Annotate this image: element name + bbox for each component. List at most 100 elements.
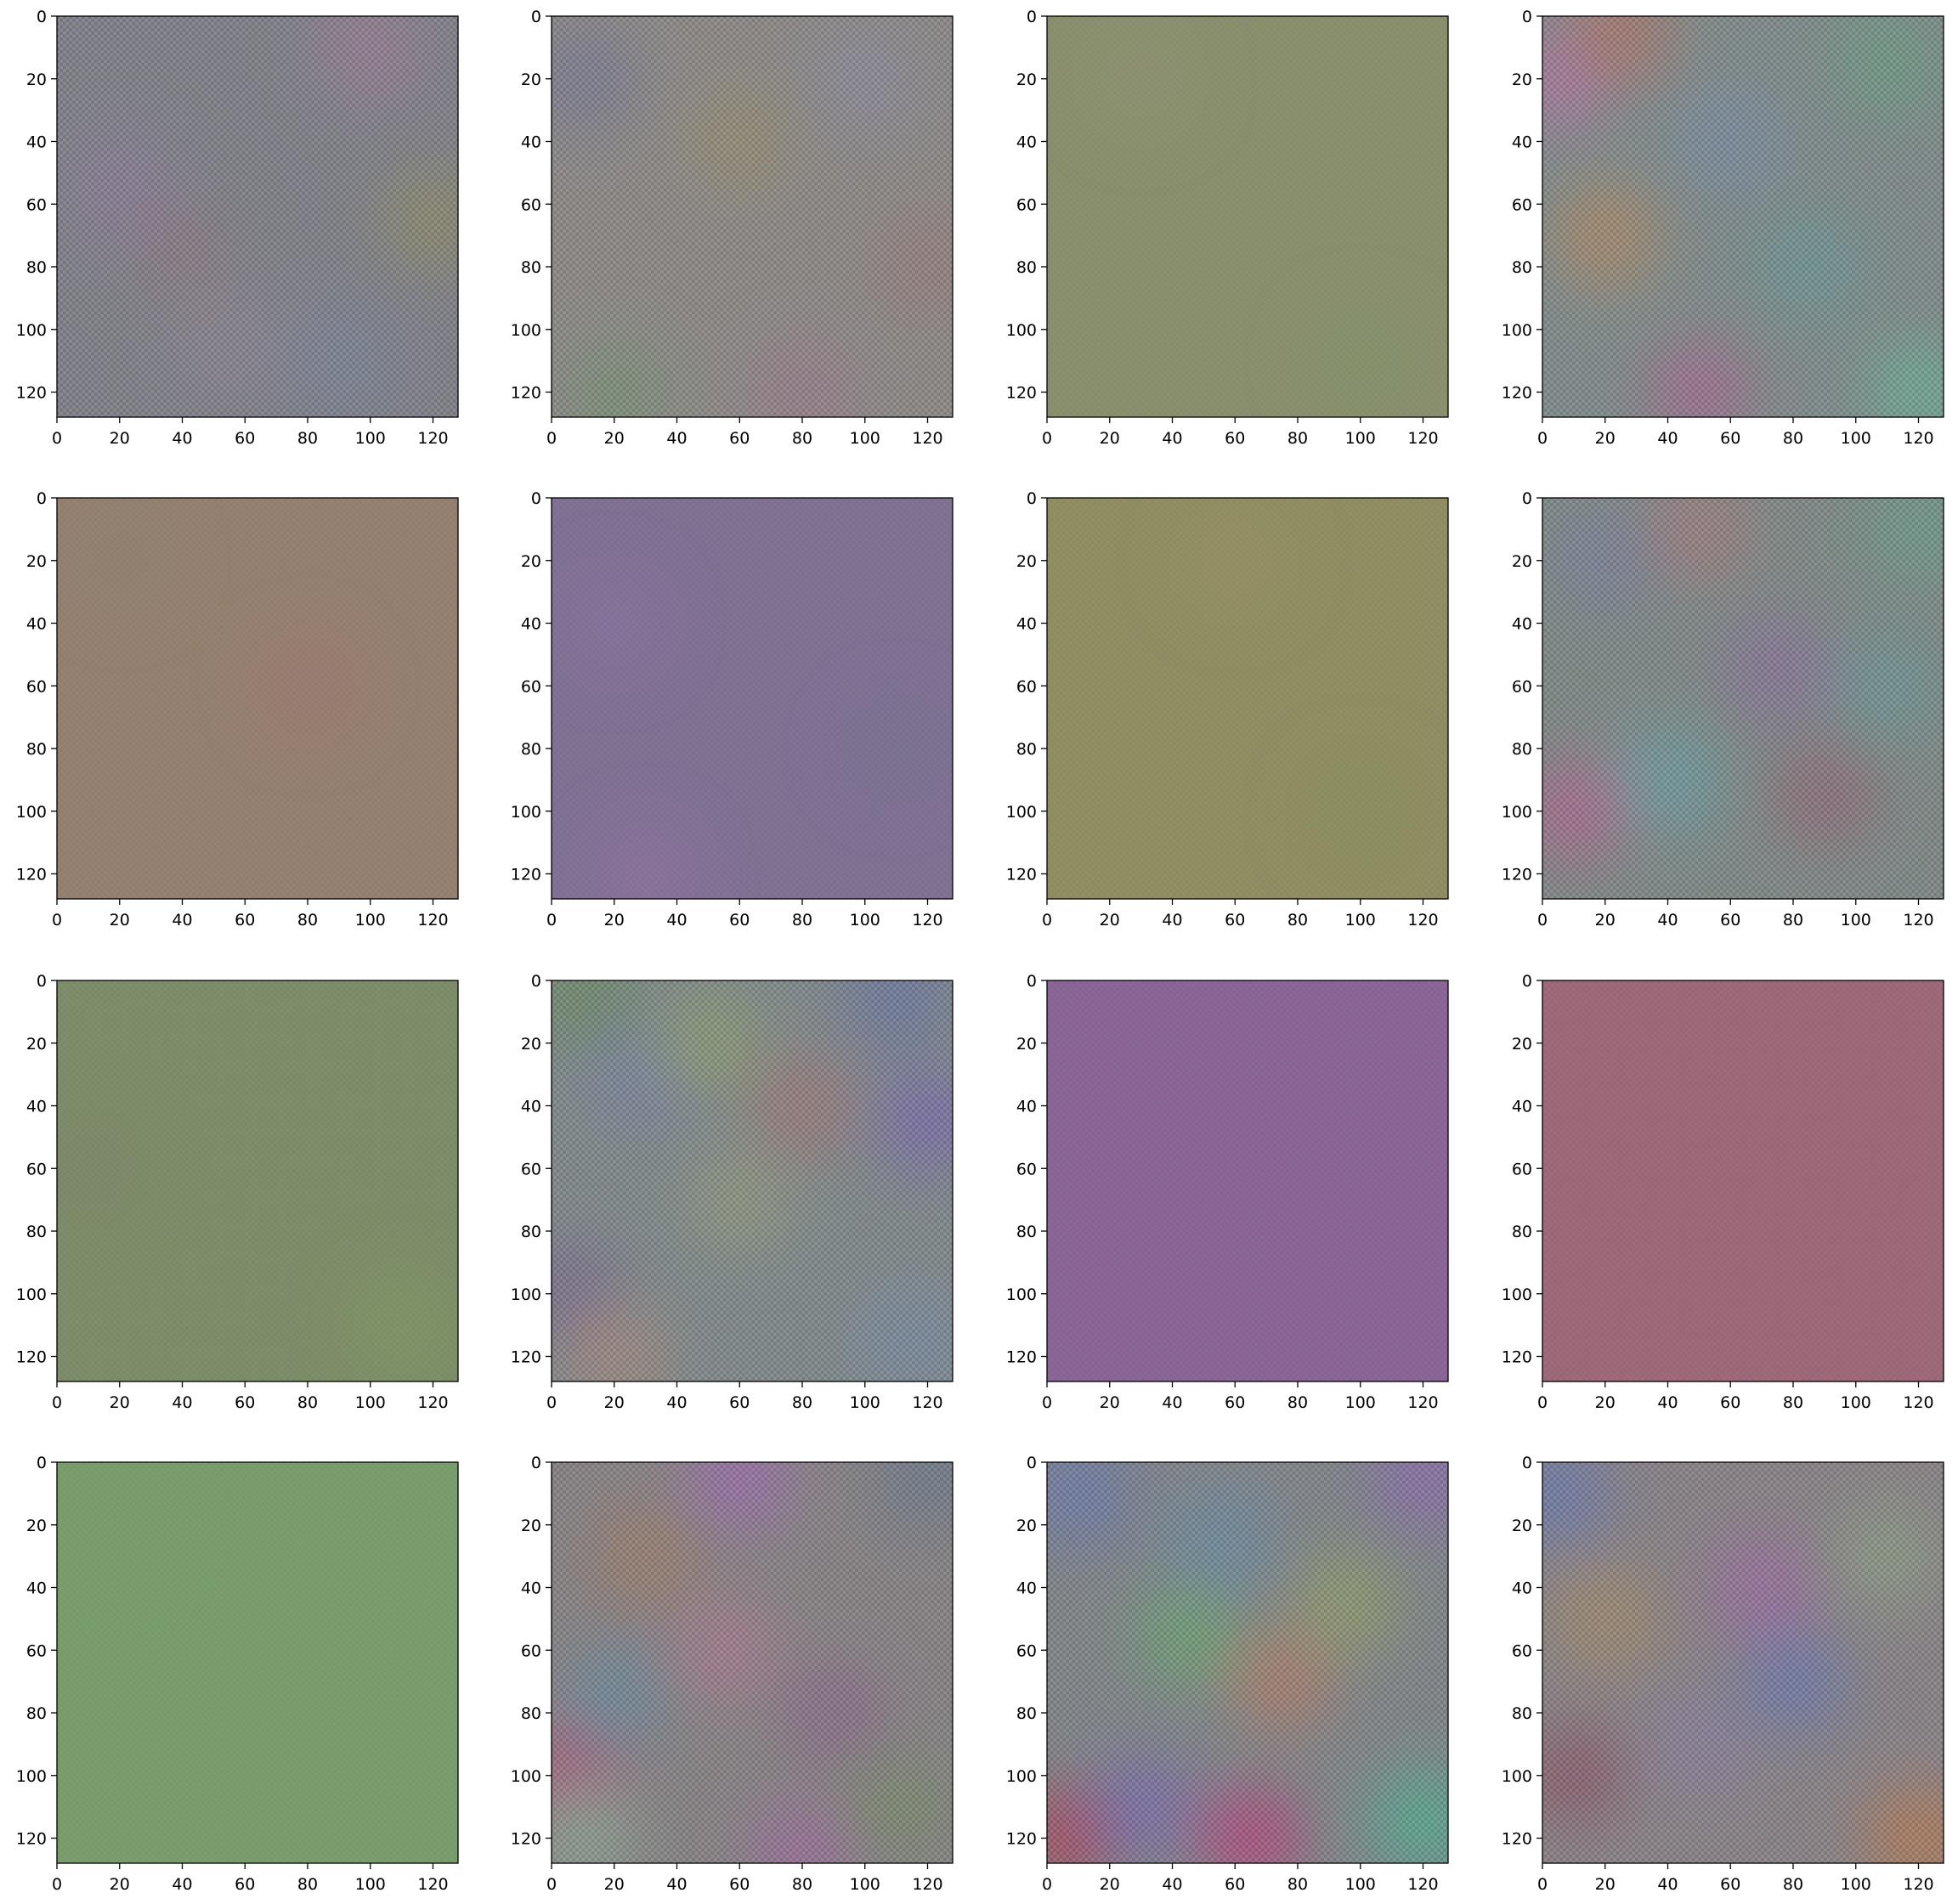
y-tick-label: 60 — [1016, 1160, 1037, 1178]
x-tick-label: 100 — [355, 1875, 386, 1894]
x-tick-label: 100 — [1345, 429, 1376, 448]
y-tick-label: 100 — [16, 1767, 47, 1786]
y-tick-label: 40 — [26, 1579, 47, 1598]
y-tick-label: 20 — [26, 552, 47, 571]
x-tick-label: 60 — [1225, 911, 1245, 929]
y-tick-label: 100 — [1006, 321, 1037, 340]
axes-frame — [551, 15, 954, 418]
x-tick-label: 40 — [666, 911, 687, 929]
x-tick-label: 20 — [110, 911, 130, 929]
x-tick-label: 60 — [1720, 911, 1740, 929]
heatmap-image — [1542, 16, 1944, 417]
y-tick-label: 80 — [1512, 740, 1532, 759]
x-tick-label: 100 — [355, 911, 386, 929]
x-tick-label: 20 — [1100, 1393, 1120, 1412]
x-tick-label: 100 — [850, 911, 880, 929]
heatmap-texture — [552, 16, 953, 417]
x-tick-label: 80 — [1783, 911, 1803, 929]
y-tick-label: 100 — [511, 1767, 541, 1786]
x-tick-label: 100 — [1345, 911, 1376, 929]
axes-frame — [1542, 497, 1944, 900]
y-tick-label: 80 — [1512, 1704, 1532, 1723]
y-tick-label: 80 — [521, 740, 541, 759]
y-tick-label: 40 — [1016, 1098, 1037, 1116]
y-tick-label: 120 — [1502, 1348, 1532, 1367]
y-tick-label: 20 — [1512, 1517, 1532, 1535]
x-tick-label: 60 — [1720, 1875, 1740, 1894]
y-tick-label: 120 — [511, 1830, 541, 1849]
y-tick-label: 120 — [511, 384, 541, 403]
x-tick-label: 80 — [297, 429, 318, 448]
x-tick-label: 40 — [666, 1875, 687, 1894]
axes-frame — [1046, 980, 1449, 1382]
x-tick-label: 40 — [172, 1875, 192, 1894]
x-tick-label: 60 — [729, 1875, 750, 1894]
x-tick-label: 80 — [792, 1875, 812, 1894]
axes-frame — [1046, 15, 1449, 418]
y-tick-label: 120 — [16, 384, 47, 403]
heatmap-image — [552, 980, 953, 1381]
y-tick-label: 60 — [26, 1160, 47, 1178]
y-tick-label: 120 — [511, 866, 541, 884]
x-tick-label: 40 — [1162, 911, 1182, 929]
y-tick-label: 0 — [37, 972, 47, 991]
x-tick-label: 20 — [1595, 429, 1616, 448]
x-tick-label: 20 — [604, 1875, 625, 1894]
y-tick-label: 20 — [521, 1035, 541, 1054]
y-tick-label: 20 — [1016, 1517, 1037, 1535]
x-tick-label: 60 — [729, 1393, 750, 1412]
y-tick-label: 120 — [1006, 384, 1037, 403]
heatmap-texture — [552, 980, 953, 1381]
x-tick-label: 60 — [1225, 1875, 1245, 1894]
x-tick-label: 0 — [1042, 911, 1052, 929]
x-tick-label: 0 — [1042, 429, 1052, 448]
x-tick-label: 0 — [1537, 1393, 1548, 1412]
x-tick-label: 60 — [1720, 429, 1740, 448]
y-tick-label: 60 — [1016, 1641, 1037, 1660]
y-tick-label: 60 — [1512, 677, 1532, 696]
x-tick-label: 120 — [1903, 1393, 1933, 1412]
x-tick-label: 0 — [1537, 911, 1548, 929]
y-tick-label: 40 — [1016, 615, 1037, 634]
y-tick-label: 0 — [1522, 489, 1532, 508]
x-tick-label: 60 — [1225, 1393, 1245, 1412]
panel-6: 0 20 40 60 80 100 120 0 20 40 60 80 100 120 — [511, 489, 954, 929]
x-tick-label: 100 — [355, 1393, 386, 1412]
x-tick-label: 120 — [1407, 429, 1438, 448]
heatmap-texture — [1047, 16, 1448, 417]
x-tick-label: 0 — [1042, 1393, 1052, 1412]
x-tick-label: 0 — [546, 911, 557, 929]
panel-14: 0 20 40 60 80 100 120 0 20 40 60 80 100 120 — [511, 1454, 954, 1894]
panel-5: 0 20 40 60 80 100 120 0 20 40 60 80 100 120 — [16, 489, 459, 929]
y-tick-label: 80 — [1512, 258, 1532, 277]
x-tick-label: 60 — [235, 911, 255, 929]
y-tick-label: 100 — [1502, 1767, 1532, 1786]
y-tick-label: 40 — [521, 1579, 541, 1598]
y-tick-label: 60 — [1016, 677, 1037, 696]
x-tick-label: 120 — [417, 1875, 448, 1894]
axes-frame — [56, 980, 459, 1382]
y-tick-label: 60 — [26, 195, 47, 214]
y-tick-label: 40 — [26, 615, 47, 634]
heatmap-image — [1542, 1462, 1944, 1863]
y-tick-label: 60 — [521, 1641, 541, 1660]
panels-grid: 0 20 40 60 80 100 120 0 20 40 60 80 100 120 0 20 40 60 80 1… — [16, 8, 1944, 1894]
y-tick-label: 100 — [511, 1285, 541, 1304]
y-tick-label: 80 — [1512, 1223, 1532, 1241]
y-tick-label: 0 — [37, 489, 47, 508]
y-tick-label: 0 — [531, 8, 541, 26]
y-tick-label: 80 — [26, 1223, 47, 1241]
y-tick-label: 0 — [1522, 972, 1532, 991]
y-tick-label: 120 — [511, 1348, 541, 1367]
x-tick-label: 20 — [1595, 1875, 1616, 1894]
y-tick-label: 40 — [1016, 1579, 1037, 1598]
heatmap-texture — [1047, 980, 1448, 1381]
y-tick-label: 120 — [1502, 1830, 1532, 1849]
y-tick-label: 0 — [1027, 489, 1037, 508]
x-tick-label: 80 — [1783, 429, 1803, 448]
y-tick-label: 80 — [1016, 740, 1037, 759]
x-tick-label: 100 — [1841, 429, 1871, 448]
x-tick-label: 40 — [1162, 1875, 1182, 1894]
y-tick-label: 60 — [1512, 1641, 1532, 1660]
heatmap-texture — [1542, 498, 1944, 899]
